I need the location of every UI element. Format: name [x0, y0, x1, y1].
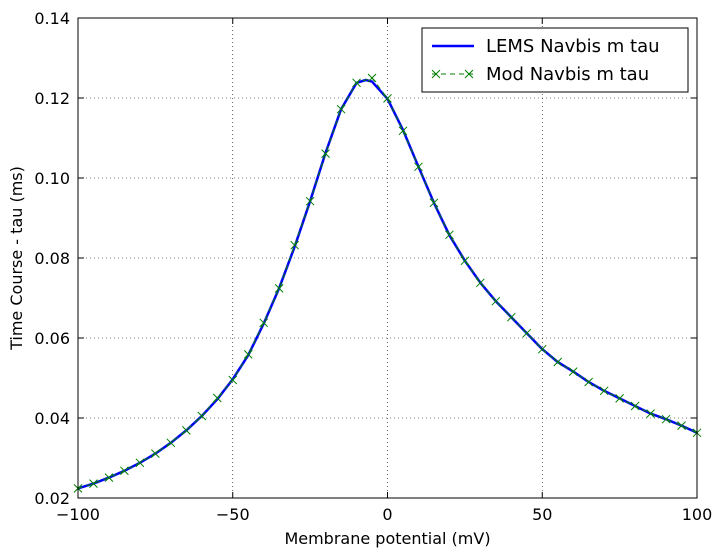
data-point-x-marker	[460, 256, 470, 266]
legend-label-mod: Mod Navbis m tau	[486, 64, 649, 85]
data-point-x-marker	[599, 386, 609, 396]
data-point-x-marker	[615, 394, 624, 403]
data-point-x-marker	[661, 414, 671, 424]
data-point-x-marker	[352, 78, 361, 88]
data-point-x-marker	[522, 328, 532, 338]
x-tick-label: 0	[382, 505, 392, 524]
y-tick-label: 0.10	[34, 169, 70, 188]
x-tick-label: 100	[682, 505, 713, 524]
data-point-x-marker	[212, 393, 222, 403]
data-point-x-marker	[584, 377, 594, 387]
x-tick-label: −50	[216, 505, 250, 524]
data-point-x-marker	[181, 426, 191, 435]
data-point-x-marker	[398, 126, 408, 136]
data-point-x-marker	[414, 162, 423, 172]
plot-lines	[73, 73, 702, 493]
data-point-x-marker	[166, 438, 176, 448]
data-point-x-marker	[274, 284, 284, 293]
data-point-x-marker	[290, 240, 300, 250]
legend-marker-x	[431, 69, 441, 79]
data-point-x-marker	[243, 350, 253, 359]
data-point-x-marker	[89, 479, 98, 488]
y-tick-label: 0.08	[34, 249, 70, 268]
data-point-x-marker	[383, 94, 392, 103]
y-tick-label: 0.14	[34, 9, 70, 28]
axis-ticks: −100 −50 0 50 100 0.02 0.04 0.06 0.08 0.10 0.12 0.1…	[34, 9, 712, 524]
data-point-x-marker	[104, 473, 114, 482]
data-point-x-marker	[553, 357, 563, 367]
y-tick-label: 0.06	[34, 329, 70, 348]
data-point-x-marker	[646, 409, 655, 418]
data-point-x-marker	[120, 466, 129, 476]
data-point-x-marker	[491, 296, 501, 306]
data-point-x-marker	[135, 458, 145, 468]
legend-marker-x	[464, 69, 474, 79]
data-point-x-marker	[336, 104, 346, 114]
x-tick-label: 50	[532, 505, 552, 524]
legend-label-lems: LEMS Navbis m tau	[486, 36, 660, 57]
data-point-x-marker	[305, 196, 315, 206]
data-point-x-marker	[475, 278, 485, 288]
y-tick-label: 0.12	[34, 89, 70, 108]
data-point-x-marker	[151, 449, 160, 458]
legend-box	[421, 27, 689, 93]
data-point-x-marker	[228, 375, 238, 385]
data-point-x-marker	[630, 401, 640, 411]
data-point-x-marker	[429, 198, 439, 208]
x-tick-label: −100	[56, 505, 100, 524]
data-point-x-marker	[321, 149, 330, 158]
y-axis-label: Time Course - tau (ms)	[7, 166, 26, 351]
x-axis-label: Membrane potential (mV)	[284, 529, 490, 548]
legend: LEMS Navbis m tau Mod Navbis m tau	[421, 27, 689, 93]
data-point-x-marker	[259, 318, 269, 328]
y-tick-label: 0.02	[34, 489, 70, 508]
series-line-mod-navbis-m-tau	[77, 77, 698, 489]
y-tick-label: 0.04	[34, 409, 70, 428]
data-point-x-marker	[677, 421, 686, 430]
data-point-x-marker	[445, 230, 454, 240]
data-point-x-marker	[197, 411, 207, 421]
data-point-x-marker	[537, 344, 547, 354]
data-point-x-marker	[568, 367, 578, 376]
data-point-x-marker	[506, 312, 516, 322]
data-point-x-marker	[367, 73, 377, 83]
